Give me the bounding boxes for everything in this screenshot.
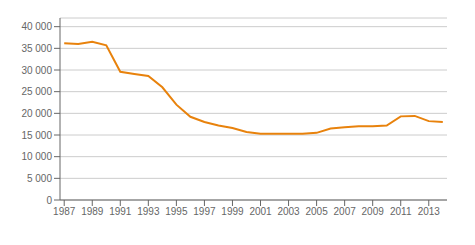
svg-text:0: 0 <box>46 195 52 206</box>
svg-text:1989: 1989 <box>81 206 104 217</box>
svg-text:35 000: 35 000 <box>21 43 52 54</box>
svg-text:1997: 1997 <box>193 206 216 217</box>
svg-text:1999: 1999 <box>221 206 244 217</box>
svg-text:2005: 2005 <box>305 206 328 217</box>
svg-text:1991: 1991 <box>109 206 132 217</box>
svg-text:2009: 2009 <box>362 206 385 217</box>
svg-text:15 000: 15 000 <box>21 130 52 141</box>
svg-text:2011: 2011 <box>390 206 412 217</box>
svg-text:40 000: 40 000 <box>21 21 52 32</box>
svg-text:2007: 2007 <box>334 206 357 217</box>
svg-text:25 000: 25 000 <box>21 86 52 97</box>
svg-text:1987: 1987 <box>53 206 76 217</box>
svg-text:5 000: 5 000 <box>27 173 52 184</box>
svg-text:1995: 1995 <box>165 206 188 217</box>
svg-text:20 000: 20 000 <box>21 108 52 119</box>
svg-text:2003: 2003 <box>277 206 300 217</box>
svg-text:10 000: 10 000 <box>21 151 52 162</box>
svg-text:30 000: 30 000 <box>21 65 52 76</box>
svg-text:2001: 2001 <box>249 206 272 217</box>
svg-text:2013: 2013 <box>418 206 441 217</box>
svg-text:1993: 1993 <box>137 206 160 217</box>
